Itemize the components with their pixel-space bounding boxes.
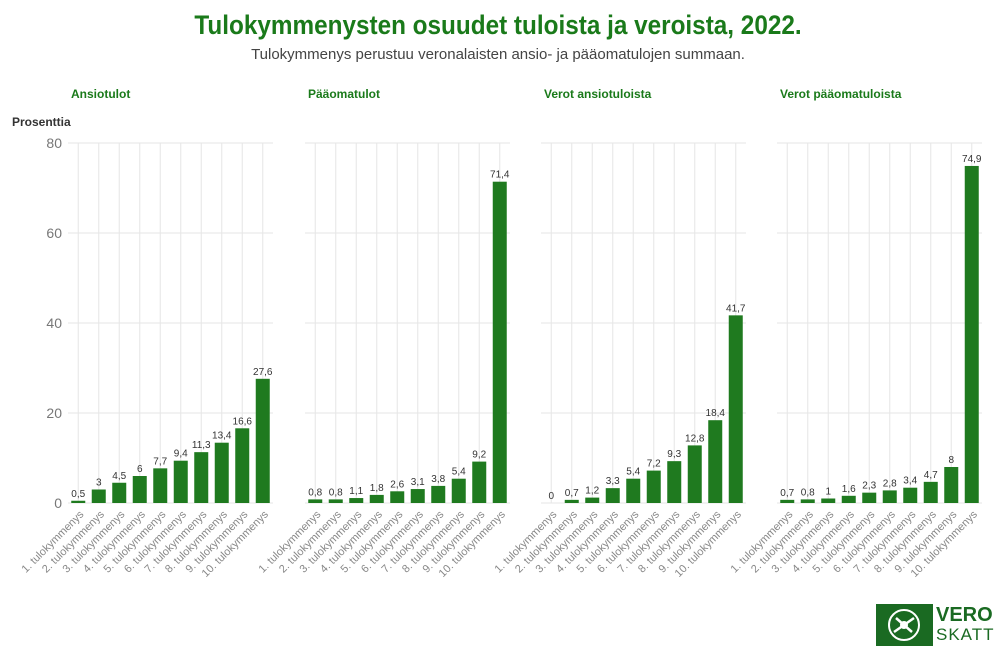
data-label: 9,4 bbox=[174, 449, 188, 460]
data-label: 0,7 bbox=[780, 488, 794, 499]
bar bbox=[369, 494, 384, 503]
data-label: 5,4 bbox=[452, 467, 466, 478]
panel-title: Verot ansiotuloista bbox=[544, 87, 652, 101]
data-label: 4,5 bbox=[112, 471, 126, 482]
bar bbox=[112, 482, 127, 503]
y-tick-label: 40 bbox=[46, 315, 62, 331]
bar bbox=[472, 461, 487, 503]
y-axis-label: Prosenttia bbox=[12, 115, 71, 129]
bar bbox=[91, 489, 106, 503]
bar bbox=[308, 499, 323, 503]
data-label: 6 bbox=[137, 464, 143, 475]
data-label: 11,3 bbox=[192, 440, 211, 451]
data-label: 3,3 bbox=[606, 476, 620, 487]
data-label: 2,8 bbox=[883, 478, 897, 489]
data-label: 41,7 bbox=[726, 303, 746, 314]
data-label: 0,7 bbox=[565, 488, 579, 499]
bar bbox=[235, 428, 250, 503]
bar bbox=[71, 500, 86, 503]
y-tick-label: 60 bbox=[46, 225, 62, 241]
data-label: 3,1 bbox=[411, 477, 425, 488]
data-label: 7,7 bbox=[153, 456, 167, 467]
data-label: 12,8 bbox=[685, 433, 705, 444]
vero-skatt-logo: VERO SKATT bbox=[876, 604, 994, 646]
data-label: 8 bbox=[948, 455, 954, 466]
bar bbox=[349, 498, 364, 503]
data-label: 4,7 bbox=[924, 470, 938, 481]
bar bbox=[451, 478, 466, 503]
data-label: 5,4 bbox=[626, 467, 640, 478]
logo-text-vero: VERO bbox=[936, 604, 993, 626]
bar bbox=[923, 481, 938, 503]
data-label: 16,6 bbox=[233, 416, 253, 427]
vero-emblem-icon bbox=[876, 604, 933, 646]
y-tick-label: 80 bbox=[46, 135, 62, 151]
data-label: 3 bbox=[96, 478, 102, 489]
bar bbox=[964, 165, 979, 503]
bar bbox=[646, 470, 661, 503]
data-label: 1 bbox=[825, 487, 831, 498]
panel-title: Pääomatulot bbox=[308, 87, 380, 101]
bar bbox=[390, 491, 405, 503]
logo-text-skatt: SKATT bbox=[936, 625, 995, 644]
bar bbox=[903, 487, 918, 503]
bar bbox=[410, 489, 425, 503]
bar bbox=[821, 498, 836, 503]
bar bbox=[492, 181, 507, 503]
data-label: 1,6 bbox=[842, 484, 856, 495]
data-label: 71,4 bbox=[490, 170, 510, 181]
data-label: 9,3 bbox=[667, 449, 681, 460]
data-label: 0,5 bbox=[71, 489, 85, 500]
data-label: 7,2 bbox=[647, 459, 661, 470]
bar bbox=[841, 495, 856, 503]
data-label: 2,3 bbox=[862, 481, 876, 492]
data-label: 0,8 bbox=[329, 487, 343, 498]
data-label: 1,2 bbox=[585, 486, 599, 497]
data-label: 74,9 bbox=[962, 154, 982, 165]
data-label: 27,6 bbox=[253, 367, 273, 378]
bar bbox=[194, 452, 209, 503]
bar bbox=[780, 499, 795, 503]
data-label: 0 bbox=[548, 491, 554, 502]
bar bbox=[585, 497, 600, 503]
data-label: 3,8 bbox=[431, 474, 445, 485]
bar bbox=[132, 476, 147, 503]
panel-title: Verot pääomatuloista bbox=[780, 87, 902, 101]
data-label: 0,8 bbox=[801, 487, 815, 498]
data-label: 3,4 bbox=[903, 476, 917, 487]
bar bbox=[944, 467, 959, 503]
bar bbox=[687, 445, 702, 503]
bar bbox=[667, 461, 682, 503]
bar bbox=[214, 442, 229, 503]
bar bbox=[153, 468, 168, 503]
bar bbox=[882, 490, 897, 503]
bar bbox=[862, 492, 877, 503]
data-label: 2,6 bbox=[390, 479, 404, 490]
data-label: 0,8 bbox=[308, 487, 322, 498]
chart-title: Tulokymmenysten osuudet tuloista ja vero… bbox=[194, 10, 802, 40]
panel-title: Ansiotulot bbox=[71, 87, 130, 101]
bar bbox=[255, 378, 270, 503]
bar bbox=[708, 420, 723, 503]
chart-subtitle: Tulokymmenys perustuu veronalaisten ansi… bbox=[251, 46, 745, 63]
data-label: 18,4 bbox=[706, 408, 726, 419]
data-label: 13,4 bbox=[212, 431, 232, 442]
bar bbox=[605, 488, 620, 503]
data-label: 1,1 bbox=[349, 486, 363, 497]
data-label: 9,2 bbox=[472, 450, 486, 461]
bar bbox=[626, 478, 641, 503]
y-tick-label: 0 bbox=[54, 495, 62, 511]
bar bbox=[800, 499, 815, 503]
bar bbox=[431, 485, 446, 503]
bar bbox=[728, 315, 743, 503]
y-tick-label: 20 bbox=[46, 405, 62, 421]
data-label: 1,8 bbox=[370, 483, 384, 494]
bar bbox=[564, 499, 579, 503]
bar bbox=[328, 499, 343, 503]
bar bbox=[173, 460, 188, 503]
